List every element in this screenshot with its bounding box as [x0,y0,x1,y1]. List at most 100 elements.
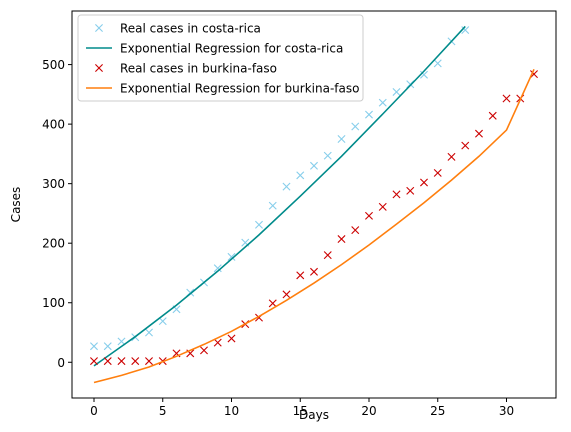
data-point [227,334,236,343]
axes-frame [71,10,557,399]
data-point [337,235,346,244]
x-marker-stroke [90,357,98,366]
x-marker-stroke [90,342,98,351]
x-marker-stroke [117,357,126,366]
data-point [282,182,291,191]
x-marker-stroke [323,151,332,160]
y-tick-label: 300 [42,177,65,191]
legend-marker-swatch [95,64,103,72]
legend-frame [77,14,364,102]
data-point [117,357,126,366]
legend-item: Real cases in burkina-faso [95,62,277,76]
x-marker-stroke [461,26,470,35]
series-1-points [90,26,470,351]
x-marker-stroke [227,252,236,261]
data-point [310,161,318,170]
x-marker-stroke [145,357,153,366]
x-marker-stroke [447,152,456,161]
series-2-regression-line [93,25,466,367]
x-marker-stroke [433,168,442,177]
x-marker-stroke [323,251,332,260]
x-marker-stroke [296,271,305,280]
x-marker-stroke [502,94,511,103]
y-tick-label: 500 [42,58,65,72]
data-point [145,328,153,337]
data-point [90,357,98,366]
x-marker-stroke [310,161,318,170]
data-point [447,152,456,161]
data-point [255,220,263,229]
data-point [365,110,373,119]
data-point [310,267,318,276]
x-marker-stroke [420,178,428,187]
x-tick-label: 15 [293,404,308,418]
data-point [420,178,428,187]
data-point [200,346,208,355]
data-point [131,357,140,366]
legend-marker-swatch [95,24,103,32]
y-tick-label: 0 [57,356,65,370]
x-marker-stroke [95,64,103,72]
x-marker-stroke [378,98,387,107]
x-marker-stroke [282,290,291,299]
data-point [365,211,373,220]
x-marker-stroke [95,24,103,32]
data-point [378,98,387,107]
x-marker-stroke [337,135,346,143]
data-point [420,70,428,79]
x-marker-stroke [268,299,277,308]
x-marker-stroke [282,182,291,191]
data-point [351,122,360,131]
x-marker-stroke [392,87,401,96]
legend: Real cases in costa-rica Exponential Regr… [77,14,364,102]
x-marker-stroke [310,267,318,276]
data-point [213,264,222,273]
x-marker-stroke [172,305,181,314]
x-tick-label: 20 [361,404,376,418]
x-axis-label: Days [299,408,329,422]
x-marker-stroke [406,186,415,195]
x-tick-label: 10 [224,404,239,418]
legend-label: Real cases in burkina-faso [120,62,277,76]
x-marker-stroke [172,349,181,358]
data-point [351,226,360,235]
y-tick-label: 400 [42,118,65,132]
data-point [268,299,277,308]
x-marker-stroke [117,337,126,346]
data-point [103,342,112,351]
data-point [213,338,222,347]
data-point [488,111,497,120]
data-point [406,186,415,195]
legend-label: Exponential Regression for costa-rica [120,42,343,56]
data-point [502,94,511,103]
data-point [323,151,332,160]
x-marker-stroke [200,346,208,355]
data-point [392,190,401,199]
data-point [378,202,387,211]
x-marker-stroke [392,190,401,199]
x-marker-stroke [337,235,346,244]
x-marker-stroke [351,226,360,235]
x-marker-stroke [488,111,497,120]
x-marker-stroke [103,357,112,366]
x-marker-stroke [186,349,195,358]
legend-label: Exponential Regression for burkina-faso [120,82,359,96]
data-point [323,251,332,260]
x-marker-stroke [255,220,263,229]
data-point [461,141,470,150]
x-marker-stroke [365,211,373,220]
data-point [145,357,153,366]
legend-item: Exponential Regression for costa-rica [86,42,343,56]
x-tick-label: 30 [499,404,514,418]
x-tick-label: 25 [430,404,445,418]
x-marker-stroke [365,110,373,119]
x-marker-stroke [145,328,153,337]
data-point [296,271,305,280]
x-marker-stroke [475,129,483,138]
data-point [433,168,442,177]
data-point [337,135,346,143]
x-marker-stroke [378,202,387,211]
y-tick-label: 100 [42,296,65,310]
